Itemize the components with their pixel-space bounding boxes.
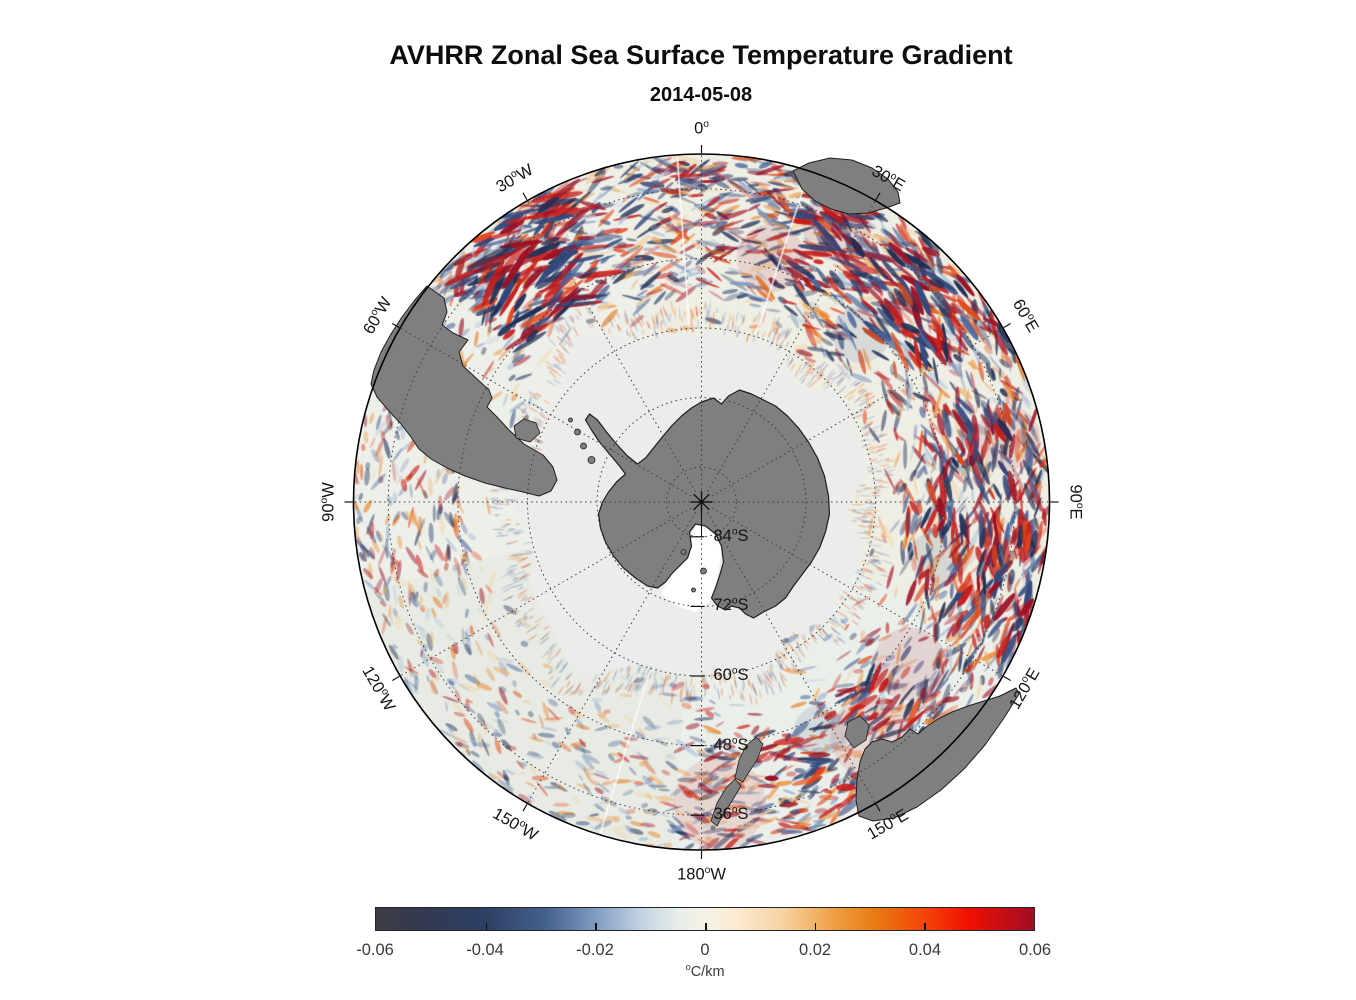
antarctic-island xyxy=(680,549,687,555)
colorbar-tickmark xyxy=(814,923,817,930)
parallel-circle-36s xyxy=(387,188,1016,816)
meridian-tick xyxy=(875,192,881,201)
meridian-label-90W: 90oW xyxy=(318,482,338,522)
meridian-line xyxy=(400,328,692,497)
meridian-tick xyxy=(875,803,881,812)
colorbar-tick: -0.06 xyxy=(356,941,394,959)
meridian-tick xyxy=(392,322,400,329)
south-america-landmass xyxy=(370,285,558,497)
antarctic-island xyxy=(691,587,696,593)
colorbar-tickmark xyxy=(705,923,707,930)
new-zealand-north-island xyxy=(734,736,764,783)
meridian-line xyxy=(707,512,876,803)
colorbar-tickmark xyxy=(485,923,488,930)
falkland-islands xyxy=(513,418,541,443)
parallel-label-36s: 36oS xyxy=(713,804,749,824)
antarctica-landmass xyxy=(584,389,831,619)
meridian-label-30W: 30oW xyxy=(493,160,537,197)
meridian-line xyxy=(711,507,1003,676)
australia-landmass xyxy=(855,687,1020,822)
colorbar-tick: 0.02 xyxy=(798,941,832,959)
meridian-label-150W: 150oW xyxy=(489,804,541,845)
meridian-line xyxy=(707,201,876,492)
colorbar-unit-label: oC/km xyxy=(685,961,725,980)
colorbar-tick: 0.04 xyxy=(908,941,942,959)
ross-ice-shelf xyxy=(661,522,722,612)
meridian-label-60E: 60oE xyxy=(1008,295,1042,335)
meridian-tick xyxy=(1003,322,1011,329)
map-boundary-circle xyxy=(352,153,1051,851)
colorbar-tick-labels: -0.06 -0.04 -0.02 0 0.02 0.04 0.06 xyxy=(356,941,1051,961)
parallel-label-60s: 60oS xyxy=(713,665,749,685)
colorbar-tickmark xyxy=(595,923,597,930)
meridian-label-30E: 30oE xyxy=(868,161,908,196)
antarctic-island xyxy=(700,567,707,575)
antarctic-island xyxy=(568,417,573,423)
colorbar-tick: 0 xyxy=(700,941,710,959)
antarctic-island xyxy=(587,456,596,464)
tasmania-island xyxy=(844,715,870,749)
antarctic-island xyxy=(580,442,587,450)
colorbar-tick: -0.02 xyxy=(576,941,614,959)
meridian-line xyxy=(527,201,696,492)
meridian-line xyxy=(400,507,692,676)
parallel-label-72s: 72oS xyxy=(713,596,749,615)
colorbar-gradient xyxy=(375,907,1035,931)
meridian-label-0: 0o xyxy=(694,119,709,138)
meridian-tick xyxy=(1003,675,1011,682)
meridian-label-90E: 90oE xyxy=(1066,484,1085,520)
colorbar-tick: 0.06 xyxy=(1018,941,1052,959)
meridian-tick xyxy=(392,675,400,682)
colorbar: -0.06 -0.04 -0.02 0 0.02 0.04 0.06 oC/km xyxy=(356,907,1051,987)
meridian-tick xyxy=(522,803,528,812)
meridian-label-120E: 120oE xyxy=(1005,664,1043,712)
stewart-island xyxy=(710,825,716,831)
meridian-line xyxy=(711,328,1003,497)
meridian-line xyxy=(527,512,696,803)
meridian-label-120W: 120oW xyxy=(358,662,399,714)
meridian-label-180W: 180oW xyxy=(677,865,726,884)
figure-title: AVHRR Zonal Sea Surface Temperature Grad… xyxy=(389,40,1013,70)
figure-subtitle: 2014-05-08 xyxy=(649,84,753,106)
meridian-label-60W: 60oW xyxy=(360,293,396,337)
meridian-label-150E: 150oE xyxy=(864,805,912,844)
parallel-label-48s: 48oS xyxy=(713,735,749,754)
parallel-circle-72s xyxy=(596,397,807,607)
parallel-label-84s: 84oS xyxy=(713,526,749,545)
colorbar-tickmark xyxy=(924,923,926,930)
colorbar-tick: -0.04 xyxy=(466,941,504,959)
new-zealand-south-island xyxy=(710,778,742,827)
meridian-tick xyxy=(522,192,528,201)
